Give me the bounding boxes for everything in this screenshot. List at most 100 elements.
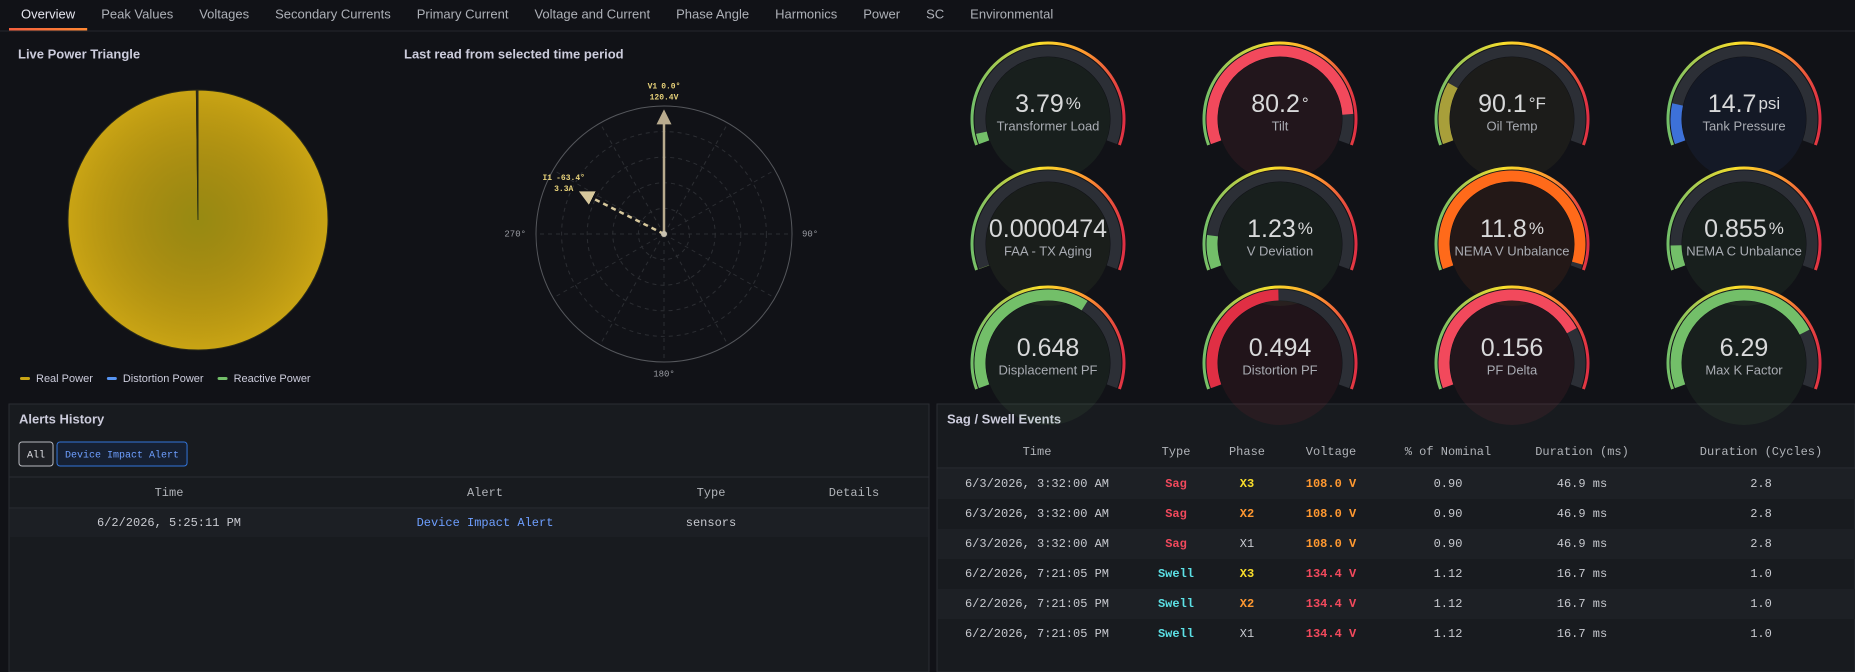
gauge-unit: % bbox=[1529, 219, 1544, 238]
table-cell: 46.9 ms bbox=[1557, 507, 1607, 521]
phasor bbox=[578, 191, 665, 236]
table-cell: 46.9 ms bbox=[1557, 477, 1607, 491]
polar-spoke bbox=[663, 233, 729, 346]
table-cell: 0.90 bbox=[1434, 537, 1463, 551]
table-cell: Swell bbox=[1158, 627, 1194, 641]
gauge-fill bbox=[1670, 289, 1810, 389]
table-cell: 6/3/2026, 3:32:00 AM bbox=[965, 537, 1109, 551]
gauge-face bbox=[986, 57, 1110, 181]
gauge-number: 3.79 bbox=[1015, 90, 1064, 118]
gauge-number: 1.23 bbox=[1247, 215, 1296, 243]
polar-spoke bbox=[552, 169, 665, 235]
gauge-label: Tilt bbox=[1272, 118, 1289, 133]
phasor-name: I1 bbox=[543, 174, 553, 183]
gauge-threshold bbox=[970, 285, 1126, 390]
table-cell: Swell bbox=[1158, 597, 1194, 611]
gauge-label: Displacement PF bbox=[999, 362, 1098, 377]
polar-spoke bbox=[599, 122, 665, 235]
tab[interactable]: Overview bbox=[21, 6, 76, 21]
phasor-magnitude: 120.4V bbox=[650, 94, 679, 103]
gauge-fill bbox=[1670, 245, 1686, 270]
tab[interactable]: Primary Current bbox=[417, 6, 509, 21]
table-cell: 6/2/2026, 7:21:05 PM bbox=[965, 567, 1109, 581]
table-cell: 2.8 bbox=[1750, 537, 1772, 551]
legend-swatch bbox=[106, 377, 117, 380]
phasor-magnitude: 3.3A bbox=[554, 185, 573, 194]
table-cell: 6/2/2026, 7:21:05 PM bbox=[965, 597, 1109, 611]
tab[interactable]: Power bbox=[863, 6, 901, 21]
table-row bbox=[938, 589, 1855, 619]
gauge-face bbox=[1450, 301, 1574, 425]
polar-ring bbox=[535, 105, 793, 363]
gauge-number: 90.1 bbox=[1478, 90, 1527, 118]
gauge-value: 1.23% bbox=[1247, 215, 1313, 243]
table-cell: X2 bbox=[1240, 507, 1254, 521]
panel-title: Alerts History bbox=[19, 411, 105, 426]
table-cell: 1.12 bbox=[1434, 627, 1463, 641]
filter-button-label[interactable]: All bbox=[27, 450, 45, 462]
gauge-label: Tank Pressure bbox=[1702, 118, 1785, 133]
gauge-label: NEMA C Unbalance bbox=[1686, 243, 1802, 258]
filter-button[interactable]: All bbox=[18, 441, 54, 467]
gauge-number: 0.855 bbox=[1704, 215, 1767, 243]
table-cell: 2.8 bbox=[1750, 507, 1772, 521]
gauge-value: 0.494 bbox=[1249, 334, 1312, 362]
table-cell: 1.0 bbox=[1750, 567, 1772, 581]
column-header: Phase bbox=[1229, 445, 1265, 459]
gauge-fill bbox=[976, 131, 990, 145]
gauge-face bbox=[1218, 301, 1342, 425]
tab[interactable]: Phase Angle bbox=[676, 6, 749, 21]
table-cell: 16.7 ms bbox=[1557, 597, 1607, 611]
filter-button-box[interactable] bbox=[56, 441, 188, 467]
table-cell: 108.0 V bbox=[1306, 477, 1357, 491]
table-cell: 108.0 V bbox=[1306, 507, 1357, 521]
table-cell: Swell bbox=[1158, 567, 1194, 581]
tab[interactable]: Peak Values bbox=[101, 6, 174, 21]
table-row bbox=[938, 469, 1855, 499]
gauge-value: 11.8% bbox=[1480, 215, 1544, 243]
table-row bbox=[938, 529, 1855, 559]
gauge-label: NEMA V Unbalance bbox=[1455, 243, 1570, 258]
filter-button[interactable]: Device Impact Alert bbox=[56, 441, 188, 467]
gauge-threshold bbox=[970, 41, 1126, 146]
table-row bbox=[10, 509, 928, 537]
gauge-label: Transformer Load bbox=[997, 118, 1100, 133]
gauge-value: 0.855% bbox=[1704, 215, 1784, 243]
gauge-unit: ° bbox=[1302, 94, 1309, 113]
gauge-number: 0.494 bbox=[1249, 334, 1312, 362]
gauge-face bbox=[986, 182, 1110, 306]
table-cell: 1.12 bbox=[1434, 567, 1463, 581]
table-cell: 134.4 V bbox=[1306, 627, 1357, 641]
gauge-number: 0.0000474 bbox=[989, 215, 1107, 243]
tab[interactable]: Harmonics bbox=[775, 6, 838, 21]
gauge-number: 0.648 bbox=[1017, 334, 1080, 362]
table-cell: 6/3/2026, 3:32:00 AM bbox=[965, 477, 1109, 491]
panel-title: Sag / Swell Events bbox=[947, 411, 1061, 426]
tab[interactable]: Environmental bbox=[970, 6, 1053, 21]
gauge-threshold bbox=[1202, 285, 1358, 390]
filter-button-label[interactable]: Device Impact Alert bbox=[65, 450, 179, 462]
gauge-track bbox=[1670, 170, 1818, 270]
tab[interactable]: Voltage and Current bbox=[534, 6, 650, 21]
tab[interactable]: Secondary Currents bbox=[275, 6, 391, 21]
table-cell: 6/2/2026, 5:25:11 PM bbox=[97, 516, 241, 530]
gauge-label: FAA - TX Aging bbox=[1004, 243, 1092, 258]
gauge-threshold bbox=[970, 166, 1126, 271]
polar-spoke bbox=[663, 169, 776, 235]
gauge-threshold bbox=[1434, 41, 1590, 146]
table-cell: 2.8 bbox=[1750, 477, 1772, 491]
legend-label: Reactive Power bbox=[234, 373, 311, 385]
filter-button-box[interactable] bbox=[18, 441, 54, 467]
column-header: Type bbox=[1162, 445, 1191, 459]
column-header: % of Nominal bbox=[1405, 445, 1491, 459]
phasor-name: V1 bbox=[648, 83, 658, 92]
tab[interactable]: Voltages bbox=[199, 6, 249, 21]
polar-center bbox=[661, 231, 667, 237]
table-cell: X1 bbox=[1240, 537, 1254, 551]
tab[interactable]: SC bbox=[926, 6, 944, 21]
table-cell: Device Impact Alert bbox=[417, 516, 554, 530]
gauge-value: 80.2 ° bbox=[1251, 90, 1308, 118]
gauge-label: PF Delta bbox=[1487, 362, 1538, 377]
